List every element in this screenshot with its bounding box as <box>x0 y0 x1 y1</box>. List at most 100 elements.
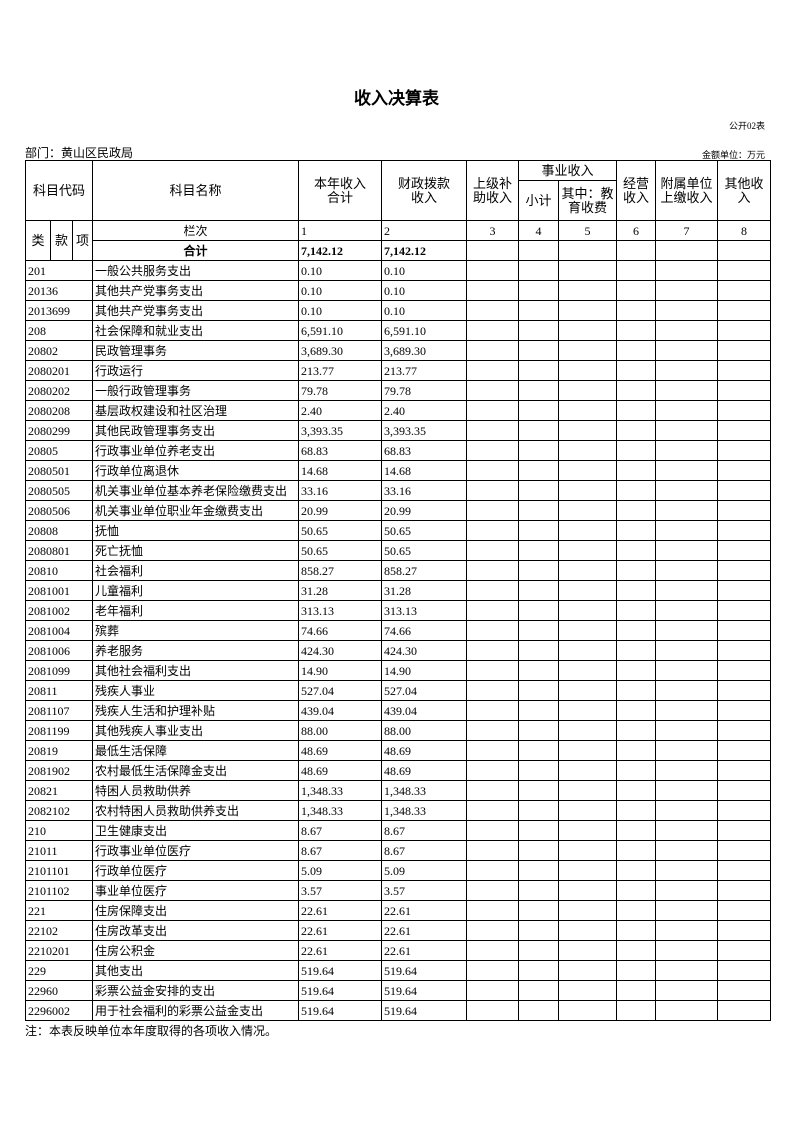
amount-cell: 0.10 <box>381 280 468 301</box>
amount-cell: 2.40 <box>298 400 383 421</box>
name-cell: 残疾人生活和护理补贴 <box>92 700 300 721</box>
table-cell <box>717 500 772 521</box>
table-cell <box>518 680 560 701</box>
table-cell <box>466 240 520 261</box>
table-cell <box>655 880 719 901</box>
amount-cell: 0.10 <box>381 260 468 281</box>
table-cell <box>558 780 618 801</box>
table-cell <box>518 980 560 1001</box>
form-number: 公开02表 <box>728 121 765 131</box>
table-cell <box>518 880 560 901</box>
table-cell <box>655 620 719 641</box>
code-cell: 2081002 <box>24 600 94 621</box>
table-cell <box>518 420 560 441</box>
code-cell: 2081099 <box>24 660 94 681</box>
header-cell: 上级补 助收入 <box>466 160 520 221</box>
table-cell <box>518 700 560 721</box>
table-cell <box>466 260 520 281</box>
code-cell: 2210201 <box>24 940 94 961</box>
table-cell <box>655 800 719 821</box>
table-cell <box>717 780 772 801</box>
table-cell <box>616 860 657 881</box>
name-cell: 残疾人事业 <box>92 680 300 701</box>
table-cell <box>558 900 618 921</box>
amount-cell: 3.57 <box>381 880 468 901</box>
table-cell <box>518 900 560 921</box>
table-cell <box>466 760 520 781</box>
table-cell <box>466 440 520 461</box>
table-cell <box>466 300 520 321</box>
code-cell: 208 <box>24 320 94 341</box>
table-cell <box>518 640 560 661</box>
code-cell: 2081006 <box>24 640 94 661</box>
amount-cell: 8.67 <box>381 840 468 861</box>
table-cell <box>717 1000 772 1021</box>
table-cell <box>717 240 772 261</box>
amount-cell: 14.68 <box>298 460 383 481</box>
name-cell: 其他社会福利支出 <box>92 660 300 681</box>
table-cell <box>616 400 657 421</box>
amount-cell: 22.61 <box>298 920 383 941</box>
table-cell <box>466 900 520 921</box>
table-cell <box>717 380 772 401</box>
column-number: 4 <box>518 220 560 241</box>
table-cell <box>558 680 618 701</box>
amount-cell: 3,393.35 <box>381 420 468 441</box>
table-cell <box>616 840 657 861</box>
table-cell <box>558 340 618 361</box>
department: 部门：黄山区民政局 <box>25 146 134 160</box>
table-cell <box>616 920 657 941</box>
code-cell: 20808 <box>24 520 94 541</box>
table-cell <box>616 580 657 601</box>
table-cell <box>558 320 618 341</box>
name-cell: 彩票公益金安排的支出 <box>92 980 300 1001</box>
amount-cell: 22.61 <box>298 900 383 921</box>
table-cell <box>466 720 520 741</box>
amount-cell: 858.27 <box>381 560 468 581</box>
code-cell: 221 <box>24 900 94 921</box>
table-cell <box>717 800 772 821</box>
name-cell: 特困人员救助供养 <box>92 780 300 801</box>
table-cell <box>518 760 560 781</box>
code-cell: 2082102 <box>24 800 94 821</box>
code-cell: 2080202 <box>24 380 94 401</box>
code-cell: 22102 <box>24 920 94 941</box>
header-cell: 科目名称 <box>92 160 300 221</box>
table-cell <box>558 700 618 721</box>
amount-cell: 68.83 <box>298 440 383 461</box>
table-cell <box>518 560 560 581</box>
table-cell <box>466 600 520 621</box>
column-number: 5 <box>558 220 618 241</box>
code-cell: 22960 <box>24 980 94 1001</box>
code-cell: 2080506 <box>24 500 94 521</box>
table-cell <box>616 600 657 621</box>
table-cell <box>466 400 520 421</box>
amount-cell: 5.09 <box>298 860 383 881</box>
total-value: 7,142.12 <box>298 240 383 261</box>
table-cell <box>655 560 719 581</box>
table-cell <box>717 480 772 501</box>
table-cell <box>518 840 560 861</box>
income-table: 科目代码 科目名称 本年收入 合计 财政拨款 收入 上级补 助收入 事业收入 经营 收入 附属… <box>24 160 772 1021</box>
table-cell <box>558 720 618 741</box>
code-cell: 2080501 <box>24 460 94 481</box>
table-row: 2081902 农村最低生活保障金支出 48.69 48.69 <box>24 760 772 781</box>
code-cell: 20811 <box>24 680 94 701</box>
table-cell <box>616 460 657 481</box>
code-cell: 2080201 <box>24 360 94 381</box>
table-cell <box>655 360 719 381</box>
name-cell: 死亡抚恤 <box>92 540 300 561</box>
name-cell: 儿童福利 <box>92 580 300 601</box>
table-cell <box>518 720 560 741</box>
amount-cell: 48.69 <box>381 740 468 761</box>
table-cell <box>518 500 560 521</box>
amount-cell: 48.69 <box>381 760 468 781</box>
table-cell <box>655 400 719 421</box>
total-value: 7,142.12 <box>381 240 468 261</box>
table-cell <box>717 400 772 421</box>
table-cell <box>655 600 719 621</box>
name-cell: 抚恤 <box>92 520 300 541</box>
table-cell <box>466 700 520 721</box>
table-row: 20819 最低生活保障 48.69 48.69 <box>24 740 772 761</box>
table-cell <box>655 840 719 861</box>
